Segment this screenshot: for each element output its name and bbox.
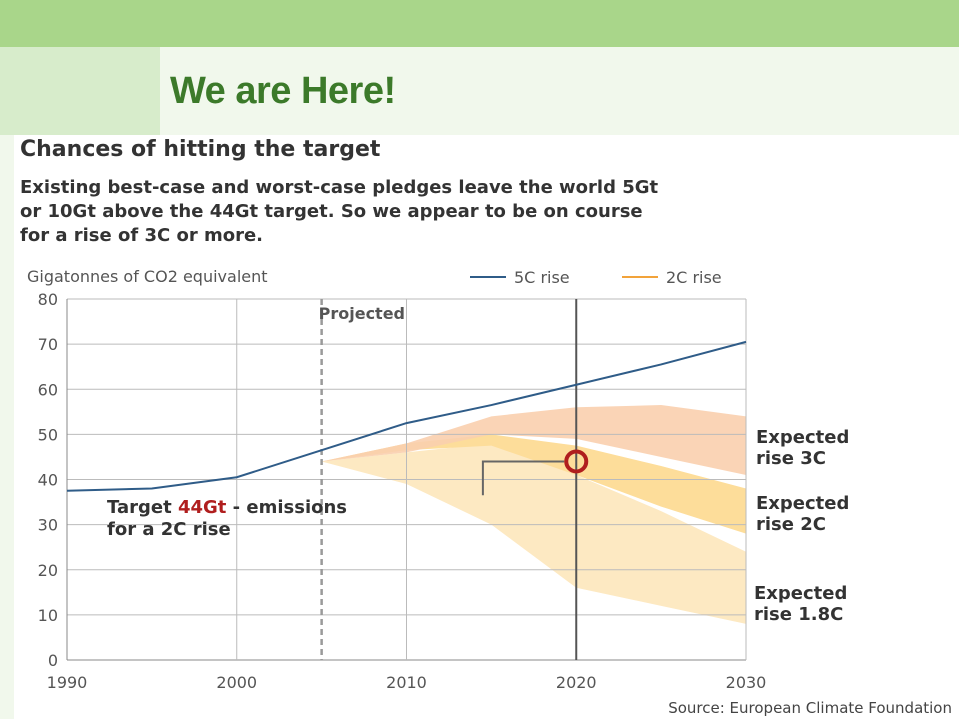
y-tick-label: 60 (38, 380, 58, 399)
target-annotation-line2: for a 2C rise (107, 519, 231, 540)
y-tick-label: 80 (38, 290, 58, 309)
band-area (321, 443, 746, 624)
band-label: Expected (756, 493, 849, 514)
x-tick-label: 1990 (47, 673, 88, 692)
left-strip (0, 135, 14, 719)
top-banner (0, 0, 959, 47)
target-leader-line (481, 460, 565, 496)
y-tick-label: 40 (38, 471, 58, 490)
band-area (321, 434, 746, 534)
subtitle-line: Existing best-case and worst-case pledge… (20, 177, 659, 198)
legend-label: 2C rise (666, 268, 722, 287)
slide-title: We are Here! (170, 70, 396, 112)
band-label: rise 2C (756, 514, 826, 535)
y-tick-label: 10 (38, 606, 58, 625)
y-tick-label: 50 (38, 425, 58, 444)
series-line-5c (66, 340, 747, 492)
source-note: Source: European Climate Foundation (668, 699, 952, 717)
subtitle-line: or 10Gt above the 44Gt target. So we app… (20, 201, 643, 222)
bands-layer (321, 405, 746, 624)
grid-layer (66, 298, 747, 661)
target-marker (564, 449, 589, 474)
chart-subtitle: Existing best-case and worst-case pledge… (20, 176, 940, 248)
band-label: Expected (756, 427, 849, 448)
projected-label: Projected (319, 304, 405, 323)
x-tick-label: 2010 (386, 673, 427, 692)
labels-layer: Gigatonnes of CO2 equivalent 5C rise 2C ri… (27, 267, 952, 717)
x-tick-label: 2020 (556, 673, 597, 692)
y-tick-label: 70 (38, 335, 58, 354)
y-tick-label: 0 (48, 651, 58, 670)
x-tick-label: 2000 (216, 673, 257, 692)
y-axis-label: Gigatonnes of CO2 equivalent (27, 267, 268, 286)
band-label: rise 3C (756, 448, 826, 469)
lines-layer (66, 340, 747, 496)
left-panel (0, 47, 160, 135)
chart-title: Chances of hitting the target (20, 137, 381, 162)
band-area (321, 405, 746, 475)
legend-label: 5C rise (514, 268, 570, 287)
x-tick-label: 2030 (726, 673, 767, 692)
band-label: rise 1.8C (754, 604, 843, 625)
target-annotation: Target 44Gt - emissions (107, 497, 347, 518)
y-tick-label: 30 (38, 516, 58, 535)
title-panel (160, 47, 959, 135)
subtitle-line: for a rise of 3C or more. (20, 225, 264, 246)
band-label: Expected (754, 583, 847, 604)
y-tick-label: 20 (38, 561, 58, 580)
